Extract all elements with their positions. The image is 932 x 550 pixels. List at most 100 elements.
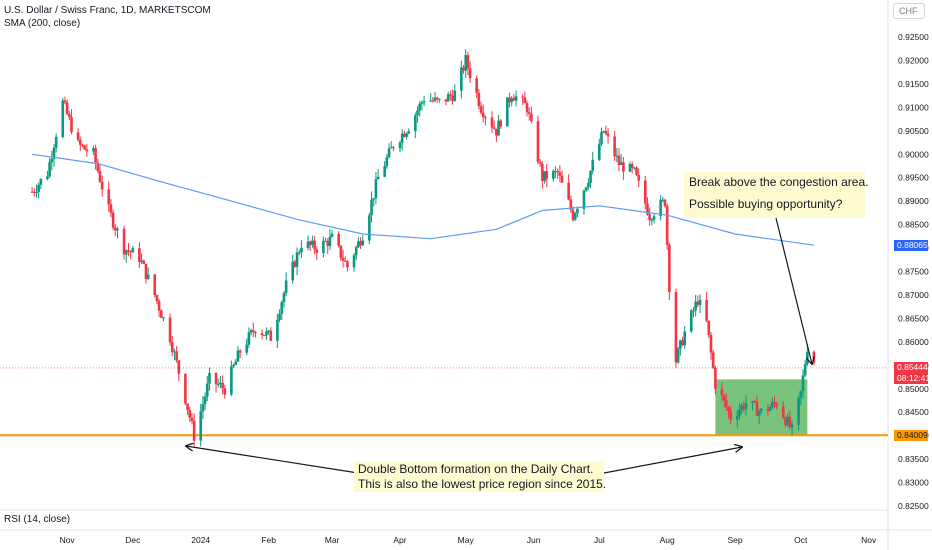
y-tick-label: 0.83500 — [898, 454, 929, 464]
candle-body — [236, 350, 240, 362]
candle-body — [46, 176, 49, 179]
candle-body — [76, 132, 80, 140]
candle-body — [536, 121, 540, 162]
candle-body — [541, 163, 544, 181]
candle-body — [162, 317, 165, 319]
candle-body — [768, 407, 772, 411]
candle-body — [679, 340, 682, 349]
candle-body — [414, 115, 417, 132]
candle-body — [799, 391, 803, 398]
candle-body — [282, 293, 286, 303]
candle-body — [571, 209, 575, 220]
candle-body — [692, 310, 695, 312]
candle-body — [573, 213, 577, 220]
candle-body — [801, 375, 805, 392]
candle-body — [674, 292, 678, 363]
breakout-annotation: Break above the congestion area. Possibl… — [684, 172, 868, 218]
candle-body — [722, 395, 726, 401]
candle-body — [545, 171, 549, 179]
candle-body — [738, 410, 741, 417]
candle-body — [606, 133, 610, 137]
x-tick-label: Nov — [60, 535, 76, 545]
candle-body — [510, 98, 513, 103]
candle-body — [711, 352, 715, 368]
candle-body — [637, 175, 641, 181]
candle-body — [173, 351, 176, 353]
candle-body — [806, 351, 809, 365]
candle-body — [619, 162, 623, 165]
candle-body — [429, 100, 432, 102]
candle-body — [665, 206, 669, 245]
currency-button[interactable]: CHF — [893, 3, 925, 19]
candle-body — [111, 212, 115, 228]
candle-body — [372, 198, 376, 200]
x-tick-label: Sep — [728, 535, 743, 545]
candle-body — [339, 245, 343, 259]
candle-body — [477, 92, 481, 107]
candle-body — [326, 241, 330, 247]
candle-body — [291, 261, 294, 281]
candle-body — [96, 162, 100, 171]
candle-body — [506, 97, 509, 127]
candle-body — [648, 214, 651, 221]
x-tick-label: May — [458, 535, 475, 545]
candle-body — [468, 68, 472, 79]
candle-body — [464, 55, 468, 71]
candle-body — [567, 182, 570, 200]
y-tick-label: 0.88500 — [898, 220, 929, 230]
y-tick-label: 0.84500 — [898, 407, 929, 417]
candle-body — [803, 364, 807, 376]
x-tick-label: Dec — [125, 535, 141, 545]
candle-body — [205, 383, 209, 397]
x-tick-label: Mar — [325, 535, 340, 545]
candle-body — [538, 161, 542, 164]
x-tick-label: Aug — [660, 535, 675, 545]
candle-body — [131, 248, 135, 253]
candle-body — [755, 401, 759, 416]
candle-body — [297, 252, 301, 254]
candle-body — [92, 148, 95, 152]
candle-body — [652, 216, 656, 220]
sma-indicator-label[interactable]: SMA (200, close) — [4, 18, 81, 29]
candle-body — [330, 233, 334, 237]
candle-body — [523, 97, 527, 104]
candle-body — [157, 301, 161, 311]
candle-body — [199, 411, 203, 441]
rsi-indicator-label[interactable]: RSI (14, close) — [4, 514, 71, 525]
candle-body — [208, 372, 211, 384]
candle-body — [446, 94, 450, 102]
candle-body — [696, 301, 700, 305]
candle-body — [735, 416, 739, 420]
candle-body — [308, 241, 312, 245]
candle-body — [361, 240, 365, 246]
double-bottom-annotation: Double Bottom formation on the Daily Cha… — [354, 461, 606, 492]
candle-body — [405, 133, 408, 137]
candle-body — [499, 120, 503, 127]
candle-body — [797, 397, 800, 425]
candle-body — [219, 382, 222, 385]
candle-body — [346, 261, 349, 268]
candle-body — [757, 411, 761, 416]
candle-body — [466, 55, 470, 69]
candle-body — [94, 148, 97, 163]
candle-body — [514, 96, 518, 101]
candle-body — [370, 199, 373, 216]
candle-body — [725, 400, 728, 408]
y-tick-label: 0.92000 — [898, 55, 929, 65]
candle-body — [689, 310, 693, 332]
candle-body — [315, 249, 319, 253]
candle-body — [52, 147, 56, 159]
candle-body — [613, 136, 616, 157]
candle-body — [124, 250, 128, 255]
candle-body — [175, 351, 178, 361]
candle-body — [558, 172, 562, 176]
candle-body — [744, 403, 748, 410]
candle-body — [705, 299, 708, 321]
arrow-to-breakout — [775, 217, 812, 364]
candle-body — [153, 274, 157, 296]
y-tick-label: 0.89500 — [898, 173, 929, 183]
candle-body — [37, 184, 40, 192]
candle-body — [760, 408, 763, 412]
candle-body — [617, 155, 621, 165]
